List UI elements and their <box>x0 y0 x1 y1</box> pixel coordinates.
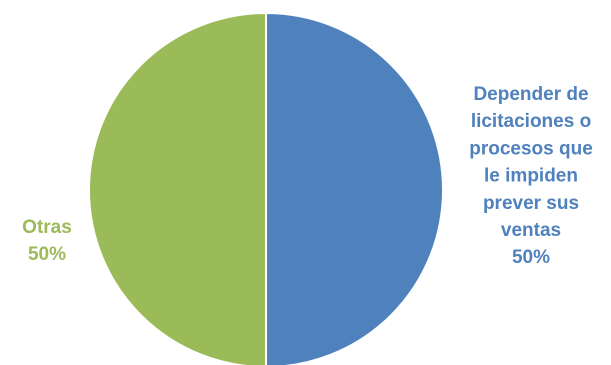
pie-slice <box>88 11 267 365</box>
slice-label-line: Depender de <box>473 84 588 105</box>
slice-label-line: procesos que <box>469 138 593 159</box>
slice-data-label: Depender de licitaciones o procesos que le … <box>469 84 593 268</box>
slice-label-line: prever sus <box>483 193 579 214</box>
slice-label-line: ventas <box>501 220 561 241</box>
slice-data-label: Otras 50% <box>22 217 72 265</box>
slice-label-line: le impiden <box>484 166 578 187</box>
pie-slices <box>88 11 444 365</box>
slice-label-line: Otras <box>22 217 72 238</box>
slice-value-label: 50% <box>28 244 66 265</box>
pie-slice <box>265 11 444 365</box>
slice-label-line: licitaciones o <box>471 111 591 132</box>
slice-value-label: 50% <box>512 247 550 268</box>
data-labels: Depender de licitaciones o procesos que le … <box>22 84 593 268</box>
